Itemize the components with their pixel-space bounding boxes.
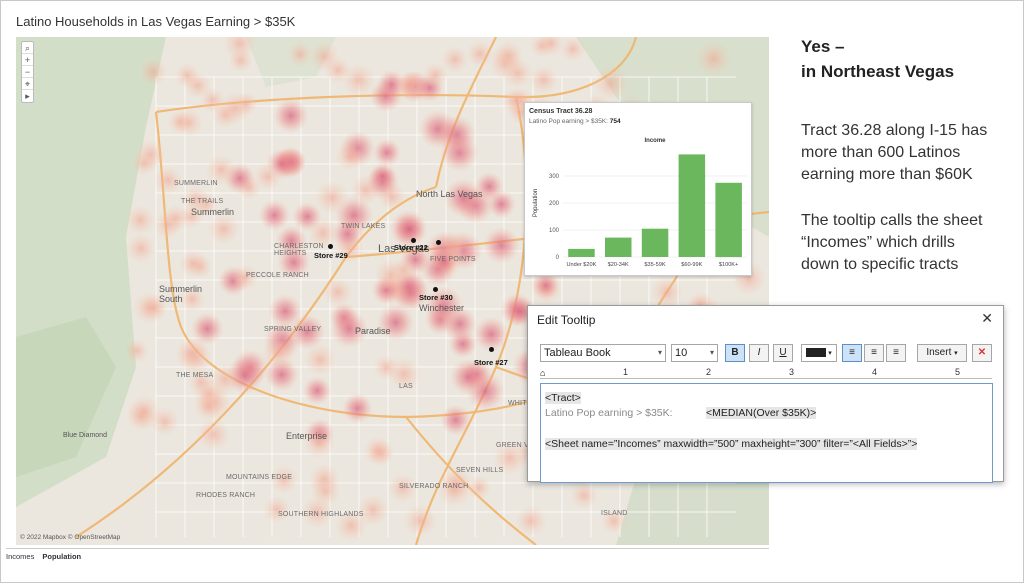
area-label: WHITNEY [508,400,542,407]
map-search-icon[interactable]: ⌕ [22,42,33,54]
store-label-30: Store #30 [419,293,453,302]
city-label-las-vegas: Las Vegas [378,243,430,255]
map-copyright[interactable]: © 2022 Mapbox © OpenStreetMap [20,534,121,541]
ruler[interactable]: ⌂ 1 2 3 4 5 [540,366,992,379]
font-name-select[interactable]: Tableau Book ▾ [540,344,666,362]
store-label-27: Store #27 [474,358,508,367]
ruler-number: 5 [955,367,961,377]
store-label-22: Store #22 [394,243,428,252]
area-label: CHARLESTON HEIGHTS [274,243,324,257]
insert-button[interactable]: Insert ▾ [917,344,967,362]
tab-incomes[interactable]: Incomes [6,552,35,561]
city-label-north-las-vegas: North Las Vegas [416,189,483,199]
chart-x-tick-label: $20-34K [608,262,629,268]
map-title: Latino Households in Las Vegas Earning >… [16,14,296,29]
ruler-number: 1 [623,367,629,377]
city-label-enterprise: Enterprise [286,431,328,441]
area-label: TWIN LAKES [341,223,386,230]
zoom-out-button[interactable]: − [22,66,33,78]
editor-line-median: <MEDIAN(Over $35K)> [706,407,817,419]
font-color-picker[interactable]: ▾ [801,344,837,362]
area-label: FIVE POINTS [430,256,476,263]
pan-icon[interactable]: ⌖ [22,78,33,90]
area-label: PECCOLE RANCH [246,272,309,279]
store-marker[interactable] [411,238,416,243]
clear-formatting-icon[interactable]: ✕ [972,344,992,362]
chart-y-tick-label: 100 [549,228,560,234]
chart-bar [568,248,595,257]
map-controls[interactable]: ⌕ + − ⌖ ▸ [21,41,34,103]
ruler-number: 4 [872,367,878,377]
area-label: GREEN VALLEY [496,442,552,449]
chevron-down-icon: ▾ [657,348,662,357]
store-marker[interactable] [433,287,438,292]
area-label: SOUTHERN HIGHLANDS [278,511,364,518]
area-label: SEVEN HILLS [456,467,504,474]
zoom-in-button[interactable]: + [22,54,33,66]
chart-y-tick-label: 300 [549,174,560,180]
ruler-number: 2 [706,367,712,377]
editor-line-tract: <Tract> [545,392,581,404]
area-label: SPRING VALLEY [264,326,322,333]
area-label: SUMMERLIN [174,180,218,187]
edit-tooltip-dialog: Edit Tooltip ✕ Tableau Book ▾ 10 ▾ B I U ▾… [527,305,1004,483]
city-label-winchester: Winchester [419,303,465,313]
ruler-number: 3 [789,367,795,377]
area-label: THE TRAILS [181,198,224,205]
align-right-button[interactable]: ≡ [886,344,906,362]
city-label-paradise: Paradise [355,326,391,336]
area-label: ISLAND [601,510,628,517]
store-label-29: Store #29 [314,251,348,260]
chart-bar [641,228,669,257]
chart-x-tick-label: Under $20K [566,262,596,268]
area-label: SILVERADO RANCH [399,483,469,490]
area-label: THE MESA [176,372,214,379]
chart-bar [678,154,706,257]
store-marker[interactable] [436,240,441,245]
city-label-blue-diamond: Blue Diamond [63,432,107,439]
align-center-button[interactable]: ≡ [864,344,884,362]
area-label: MOUNTAINS EDGE [226,474,293,481]
sheet-tabs: Incomes Population [6,552,89,561]
chart-y-tick-label: 200 [549,201,560,207]
editor-line-label: Latino Pop earning > $35K: [545,407,673,419]
side-paragraph-1: Tract 36.28 along I-15 has more than 600… [801,122,988,183]
tab-population[interactable]: Population [42,552,82,561]
underline-button[interactable]: U [773,344,793,362]
chart-title: Income [644,138,666,144]
income-bar-chart: Income Population 0 100 200 300 Under $20K $20-… [533,138,747,268]
city-label-summerlin: Summerlin [191,207,235,217]
font-size-select[interactable]: 10 ▾ [671,344,718,362]
editor-line-sheet: <Sheet name=”Incomes” maxwidth=”500” max… [545,438,918,450]
chart-y-tick-label: 0 [556,255,560,261]
sheet-tab-divider [6,548,769,549]
dialog-title: Edit Tooltip [537,313,596,327]
bold-button[interactable]: B [725,344,745,362]
store-marker[interactable] [489,347,494,352]
tooltip-popup: Census Tract 36.28 Latino Pop earning > … [524,102,752,276]
expand-toolbar-icon[interactable]: ▸ [25,91,30,101]
area-label: LAS [399,383,413,390]
indent-marker-icon[interactable]: ⌂ [540,368,546,378]
chart-x-tick-label: $100K+ [719,262,738,268]
tooltip-title: Census Tract 36.28 [529,108,593,115]
tooltip-text-editor[interactable]: <Tract> Latino Pop earning > $35K: <MEDI… [540,383,993,483]
italic-button[interactable]: I [749,344,769,362]
chart-y-axis-label: Population [533,189,539,217]
side-heading: Yes – in Northeast Vegas [801,37,955,81]
chart-x-tick-label: $60-99K [681,262,702,268]
chart-x-tick-label: $35-59K [644,262,665,268]
area-label: RHODES RANCH [196,492,256,499]
store-marker[interactable] [328,244,333,249]
chart-bar [605,237,632,257]
side-paragraph-2: The tooltip calls the sheet “Incomes” wh… [801,212,983,273]
close-icon[interactable]: ✕ [981,310,993,326]
tooltip-subtitle: Latino Pop earning > $35K: 754 [529,118,621,125]
city-label-summerlin-south: Summerlin South [159,284,203,304]
chevron-down-icon: ▾ [709,348,714,357]
align-left-button[interactable]: ≡ [842,344,862,362]
chart-bar [715,182,742,258]
